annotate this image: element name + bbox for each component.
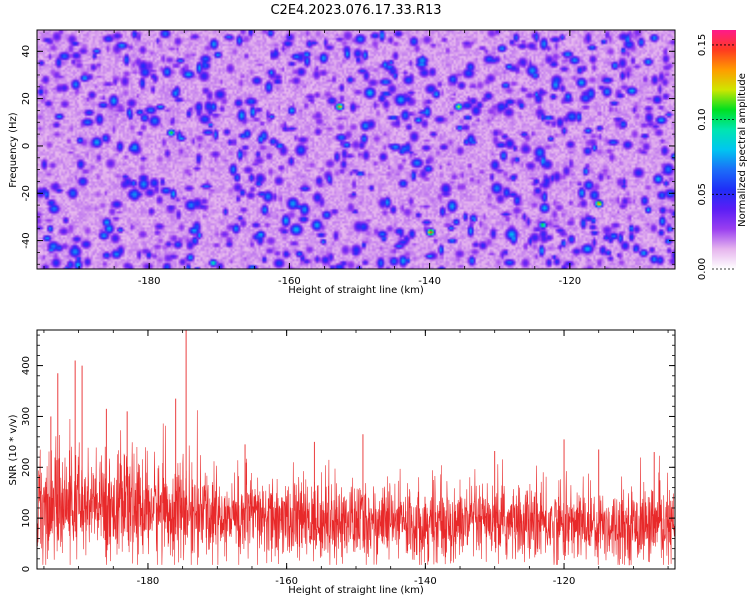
x-tick-label: -180 [138,276,161,287]
x-tick-label: -160 [278,276,301,287]
heatmap-x-label: Height of straight line (km) [288,285,424,296]
y-tick-label: 0 [21,143,32,149]
x-tick-label: -120 [558,276,581,287]
snr-spikes [50,330,655,543]
colorbar-label: Normalized spectral amplitude [737,73,748,227]
colorbar: 0.00 0.05 0.10 0.15 Normalized spectral amp… [697,30,748,280]
x-tick-label: -120 [553,576,576,587]
y-tick-label: 100 [21,509,32,528]
y-tick-label: 0 [21,566,32,572]
colorbar-tick-label: 0.10 [697,108,708,130]
y-tick-label: -20 [21,185,32,201]
x-tick-label: -180 [137,576,160,587]
snr-x-label: Height of straight line (km) [288,585,424,596]
heatmap-panel: -180 -160 -140 -120 -40 -20 0 20 40 Height of s… [8,29,676,296]
colorbar-ticks: 0.00 0.05 0.10 0.15 [697,34,736,280]
x-tick-label: -140 [414,576,437,587]
y-tick-label: 300 [21,407,32,426]
y-tick-label: 200 [21,458,32,477]
snr-y-label: SNR (10 * v/v) [8,414,19,485]
colorbar-tick-label: 0.15 [697,34,708,56]
colorbar-gradient [712,30,736,269]
heatmap-x-ticks: -180 -160 -140 -120 [43,30,676,287]
colorbar-tick-label: 0.05 [697,183,708,205]
colorbar-tick-label: 0.00 [697,258,708,280]
spectral-heatmap [37,30,675,269]
y-tick-label: 400 [21,356,32,375]
snr-panel: -180 -160 -140 -120 0 100 200 300 400 Height of… [8,329,676,596]
y-tick-label: 40 [21,45,32,58]
y-tick-label: 20 [21,92,32,105]
heatmap-y-ticks: -40 -20 0 20 40 [21,39,675,265]
y-tick-label: -40 [21,232,32,248]
snr-series-line [37,410,675,566]
x-tick-label: -160 [275,576,298,587]
x-tick-label: -140 [418,276,441,287]
heatmap-frame [36,29,676,270]
snr-y-ticks: 0 100 200 300 400 [21,334,675,572]
figure-title: C2E4.2023.076.17.33.R13 [270,3,441,18]
snr-x-ticks: -180 -160 -140 -120 [43,330,669,587]
heatmap-y-label: Frequency (Hz) [8,112,19,188]
